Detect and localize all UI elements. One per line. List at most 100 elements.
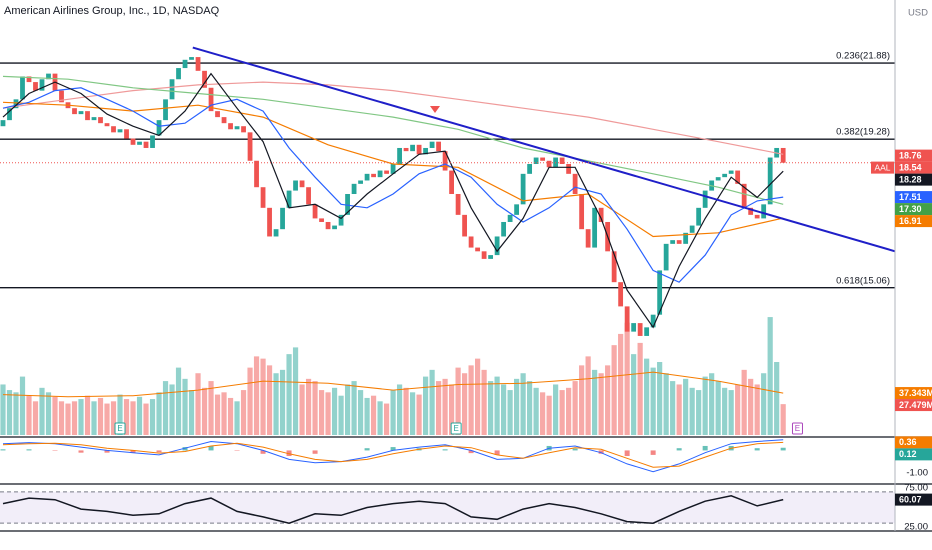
volume-bar <box>383 403 390 435</box>
candle <box>390 164 396 174</box>
volume-bar <box>448 384 455 435</box>
fib-level-label: 0.382(19.28) <box>836 127 890 138</box>
macd-histogram-bar <box>754 448 760 451</box>
candle <box>13 99 19 109</box>
volume-bar <box>240 390 247 435</box>
volume-bar <box>598 373 604 435</box>
candle <box>507 214 513 222</box>
moving-average-line <box>2 81 784 155</box>
candle <box>332 225 337 230</box>
volume-bar <box>84 395 91 435</box>
candle <box>501 221 507 237</box>
price-badge <box>895 173 932 186</box>
macd-histogram-bar <box>312 450 318 454</box>
candle <box>579 194 585 230</box>
volume-bar <box>409 392 416 435</box>
candle <box>488 255 494 259</box>
rsi-tick-label: 75.00 <box>904 482 928 493</box>
macd-histogram-bar <box>364 448 370 451</box>
volume-bar <box>247 367 253 435</box>
candle <box>195 57 201 71</box>
candle <box>20 76 25 100</box>
volume-bar <box>71 401 78 435</box>
price-badge <box>895 387 932 400</box>
volume-bar <box>455 367 461 435</box>
candle <box>767 157 773 205</box>
volume-bar <box>735 384 741 435</box>
volume-bar <box>481 369 487 435</box>
candle <box>475 247 481 252</box>
candle <box>416 144 422 155</box>
volume-bar <box>279 369 286 435</box>
candle <box>540 157 546 161</box>
candle <box>748 207 754 215</box>
candle <box>761 204 767 219</box>
candle <box>260 187 266 208</box>
volume-bar <box>299 384 305 435</box>
volume-bar <box>6 390 13 435</box>
volume-bar <box>143 403 149 435</box>
volume-bar <box>91 401 97 435</box>
volume-bar <box>58 401 65 435</box>
volume-bar <box>461 373 468 435</box>
fib-level-label: 0.236(21.88) <box>836 51 890 62</box>
volume-bar <box>123 399 130 435</box>
candle <box>397 147 402 165</box>
volume-bar <box>312 381 318 435</box>
moving-average-line <box>2 72 784 329</box>
moving-average-line <box>2 87 784 283</box>
candle <box>670 240 676 244</box>
volume-bar <box>435 381 442 435</box>
candle <box>696 207 702 226</box>
event-icon <box>791 422 803 435</box>
candle <box>494 236 500 256</box>
price-badge-label: 60.07 <box>899 494 922 504</box>
candle <box>306 187 311 205</box>
candle <box>572 173 578 195</box>
volume-bar <box>149 399 156 435</box>
candle <box>741 183 747 208</box>
volume-bar <box>32 401 39 435</box>
event-label: E <box>453 424 458 433</box>
macd-histogram-bar <box>780 447 786 451</box>
candle <box>429 141 435 148</box>
volume-bar <box>338 395 344 435</box>
candle <box>754 214 760 219</box>
candle <box>221 117 227 124</box>
candle <box>98 117 103 124</box>
macd-histogram-bar <box>572 448 578 451</box>
price-badge-label: 18.54 <box>899 162 922 172</box>
candle <box>423 147 428 155</box>
volume-bar <box>475 358 481 435</box>
volume-bar <box>520 373 526 435</box>
price-badge-label: 37.343M <box>899 388 932 398</box>
volume-bar <box>175 367 182 435</box>
moving-average-line <box>2 75 784 205</box>
macd-histogram-bar <box>442 449 448 451</box>
volume-bar <box>26 395 32 435</box>
candle <box>585 229 591 248</box>
volume-bar <box>104 403 110 435</box>
chart-title: American Airlines Group, Inc., 1D, NASDA… <box>4 5 220 17</box>
candle <box>104 123 110 127</box>
volume-bar <box>39 387 45 435</box>
candle <box>39 79 45 91</box>
candle <box>345 194 350 215</box>
volume-bar <box>741 369 747 435</box>
price-badge <box>895 161 932 174</box>
axis-layer: 18.76 18.54 AAL 18.28 17.51 17.30 16.91 37.343M… <box>871 149 932 533</box>
volume-bar <box>683 378 689 435</box>
candle <box>247 132 253 161</box>
macd-tick-label: -1.00 <box>906 467 928 478</box>
volume-bar <box>501 384 507 435</box>
event-label: E <box>795 424 800 433</box>
candle <box>358 180 363 184</box>
macd-histogram-bar <box>78 450 84 453</box>
candle <box>163 99 168 121</box>
macd-histogram-bar <box>26 449 32 451</box>
volume-bar <box>201 387 208 435</box>
volume-bar <box>631 354 637 435</box>
candle <box>436 141 441 152</box>
candle <box>481 251 487 259</box>
price-badge <box>895 399 932 412</box>
